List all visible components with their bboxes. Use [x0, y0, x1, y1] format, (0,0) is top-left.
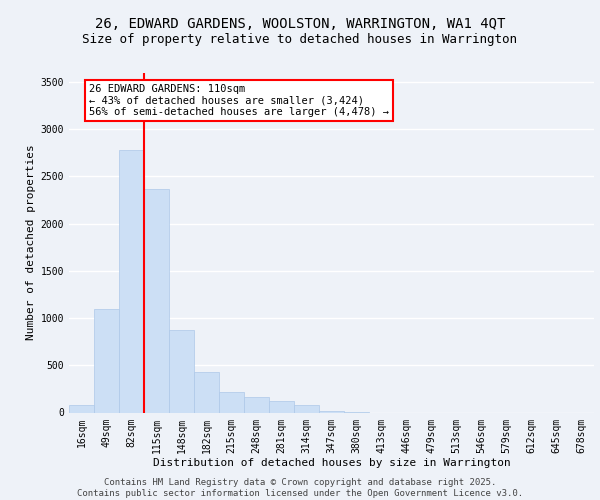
- Bar: [94, 308, 119, 412]
- Text: Contains HM Land Registry data © Crown copyright and database right 2025.
Contai: Contains HM Land Registry data © Crown c…: [77, 478, 523, 498]
- Bar: [244, 397, 269, 412]
- X-axis label: Distribution of detached houses by size in Warrington: Distribution of detached houses by size …: [152, 458, 511, 468]
- Bar: [169, 330, 194, 412]
- Bar: [319, 410, 344, 412]
- Text: Size of property relative to detached houses in Warrington: Size of property relative to detached ho…: [83, 32, 517, 46]
- Bar: [269, 401, 294, 412]
- Bar: [219, 392, 244, 412]
- Bar: [294, 406, 319, 412]
- Bar: [69, 406, 94, 412]
- Text: 26, EDWARD GARDENS, WOOLSTON, WARRINGTON, WA1 4QT: 26, EDWARD GARDENS, WOOLSTON, WARRINGTON…: [95, 18, 505, 32]
- Y-axis label: Number of detached properties: Number of detached properties: [26, 144, 37, 340]
- Bar: [194, 372, 219, 412]
- Bar: [119, 150, 144, 412]
- Text: 26 EDWARD GARDENS: 110sqm
← 43% of detached houses are smaller (3,424)
56% of se: 26 EDWARD GARDENS: 110sqm ← 43% of detac…: [89, 84, 389, 117]
- Bar: [144, 188, 169, 412]
